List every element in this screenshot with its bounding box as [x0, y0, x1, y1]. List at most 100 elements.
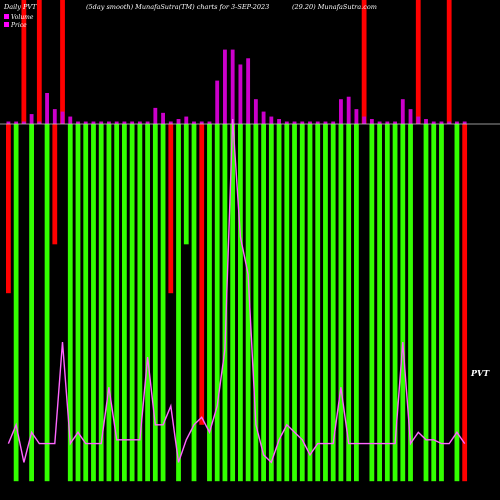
pvt-bar: [323, 124, 328, 482]
volume-bar: [416, 116, 421, 124]
volume-bar: [153, 107, 158, 124]
pvt-bar: [408, 124, 413, 482]
pvt-bar: [454, 124, 460, 482]
volume-bar: [161, 112, 165, 124]
pvt-bar: [369, 124, 375, 482]
volume-bar: [408, 109, 413, 124]
pvt-bar: [299, 124, 305, 482]
pvt-bar: [384, 124, 390, 482]
pvt-bar: [122, 124, 127, 482]
pvt-bar: [160, 124, 166, 482]
pvt-bar: [114, 124, 120, 482]
pvt-bar: [431, 124, 437, 482]
pvt-bar: [168, 124, 174, 294]
volume-bars: [6, 49, 467, 124]
volume-bar: [385, 121, 390, 124]
pvt-bar: [261, 124, 266, 482]
volume-bar: [369, 119, 374, 124]
volume-bar: [253, 99, 258, 124]
pvt-bar: [230, 124, 236, 482]
pvt-bar: [338, 124, 344, 482]
volume-bar: [308, 121, 312, 124]
pvt-bar: [377, 124, 382, 482]
end-label: PVT: [470, 368, 490, 378]
volume-bar: [45, 93, 49, 124]
pvt-bar: [21, 0, 27, 124]
pvt-bar: [222, 124, 228, 482]
pvt-bar: [330, 124, 336, 482]
pvt-bar: [36, 0, 42, 124]
pvt-bar: [307, 124, 313, 482]
pvt-bar: [276, 124, 282, 482]
volume-bar: [68, 116, 73, 124]
pvt-bar: [6, 124, 11, 294]
pvt-bar: [13, 124, 19, 482]
pvt-bars: [6, 0, 468, 482]
volume-bar: [292, 121, 297, 124]
pvt-bar: [238, 124, 243, 482]
volume-bar: [323, 121, 328, 124]
volume-bar: [114, 121, 119, 124]
pvt-bar: [423, 124, 429, 482]
pvt-bar: [145, 124, 150, 482]
pvt-bar: [354, 124, 359, 482]
volume-bar: [300, 121, 305, 124]
volume-bar: [230, 49, 235, 124]
volume-bar: [269, 116, 274, 124]
pvt-bar: [400, 124, 406, 482]
volume-bar: [76, 121, 80, 124]
pvt-bar: [284, 124, 290, 482]
volume-bar: [377, 121, 382, 124]
pvt-bar: [415, 0, 421, 124]
pvt-bar: [129, 124, 135, 482]
pvt-bar: [137, 124, 143, 482]
volume-bar: [83, 121, 88, 124]
pvt-bar: [446, 0, 452, 124]
volume-bar: [199, 121, 204, 124]
pvt-bar: [98, 124, 104, 482]
volume-bar: [176, 119, 181, 124]
pvt-bar: [253, 124, 259, 482]
legend-price-label: Price: [10, 22, 27, 29]
volume-bar: [238, 64, 243, 124]
pvt-bar: [60, 0, 65, 124]
volume-bar: [145, 121, 150, 124]
volume-bar: [246, 58, 251, 124]
pvt-bar: [83, 124, 89, 482]
pvt-bar: [439, 124, 444, 482]
volume-bar: [339, 99, 343, 124]
pvt-bar: [183, 124, 189, 245]
legend-volume-swatch: [4, 14, 9, 19]
volume-bar: [91, 121, 96, 124]
pvt-bar: [207, 124, 212, 482]
pvt-bar: [361, 0, 367, 124]
volume-bar: [6, 121, 11, 124]
pvt-bar: [152, 124, 158, 482]
pvt-bar: [91, 124, 96, 482]
volume-bar: [107, 121, 111, 124]
volume-bar: [52, 109, 57, 124]
header-center: (5day smooth) MunafaSutra(TM) charts for…: [86, 3, 269, 11]
pvt-bar: [245, 124, 251, 482]
volume-bar: [122, 121, 127, 124]
volume-bar: [261, 111, 266, 124]
pvt-bar: [191, 124, 197, 482]
price-line: [7, 118, 466, 464]
volume-bar: [447, 121, 452, 124]
volume-bar: [346, 96, 351, 124]
volume-bar: [29, 114, 34, 124]
header-left: Daily PVT: [3, 3, 37, 11]
pvt-bar: [292, 124, 297, 482]
volume-bar: [223, 49, 227, 124]
pvt-bar: [214, 124, 220, 482]
volume-bar: [60, 111, 65, 124]
volume-bar: [462, 121, 467, 124]
volume-bar: [284, 121, 289, 124]
volume-bar: [439, 121, 444, 124]
volume-bar: [192, 121, 196, 124]
volume-bar: [37, 121, 42, 124]
volume-bar: [354, 109, 359, 124]
volume-bar: [21, 121, 26, 124]
